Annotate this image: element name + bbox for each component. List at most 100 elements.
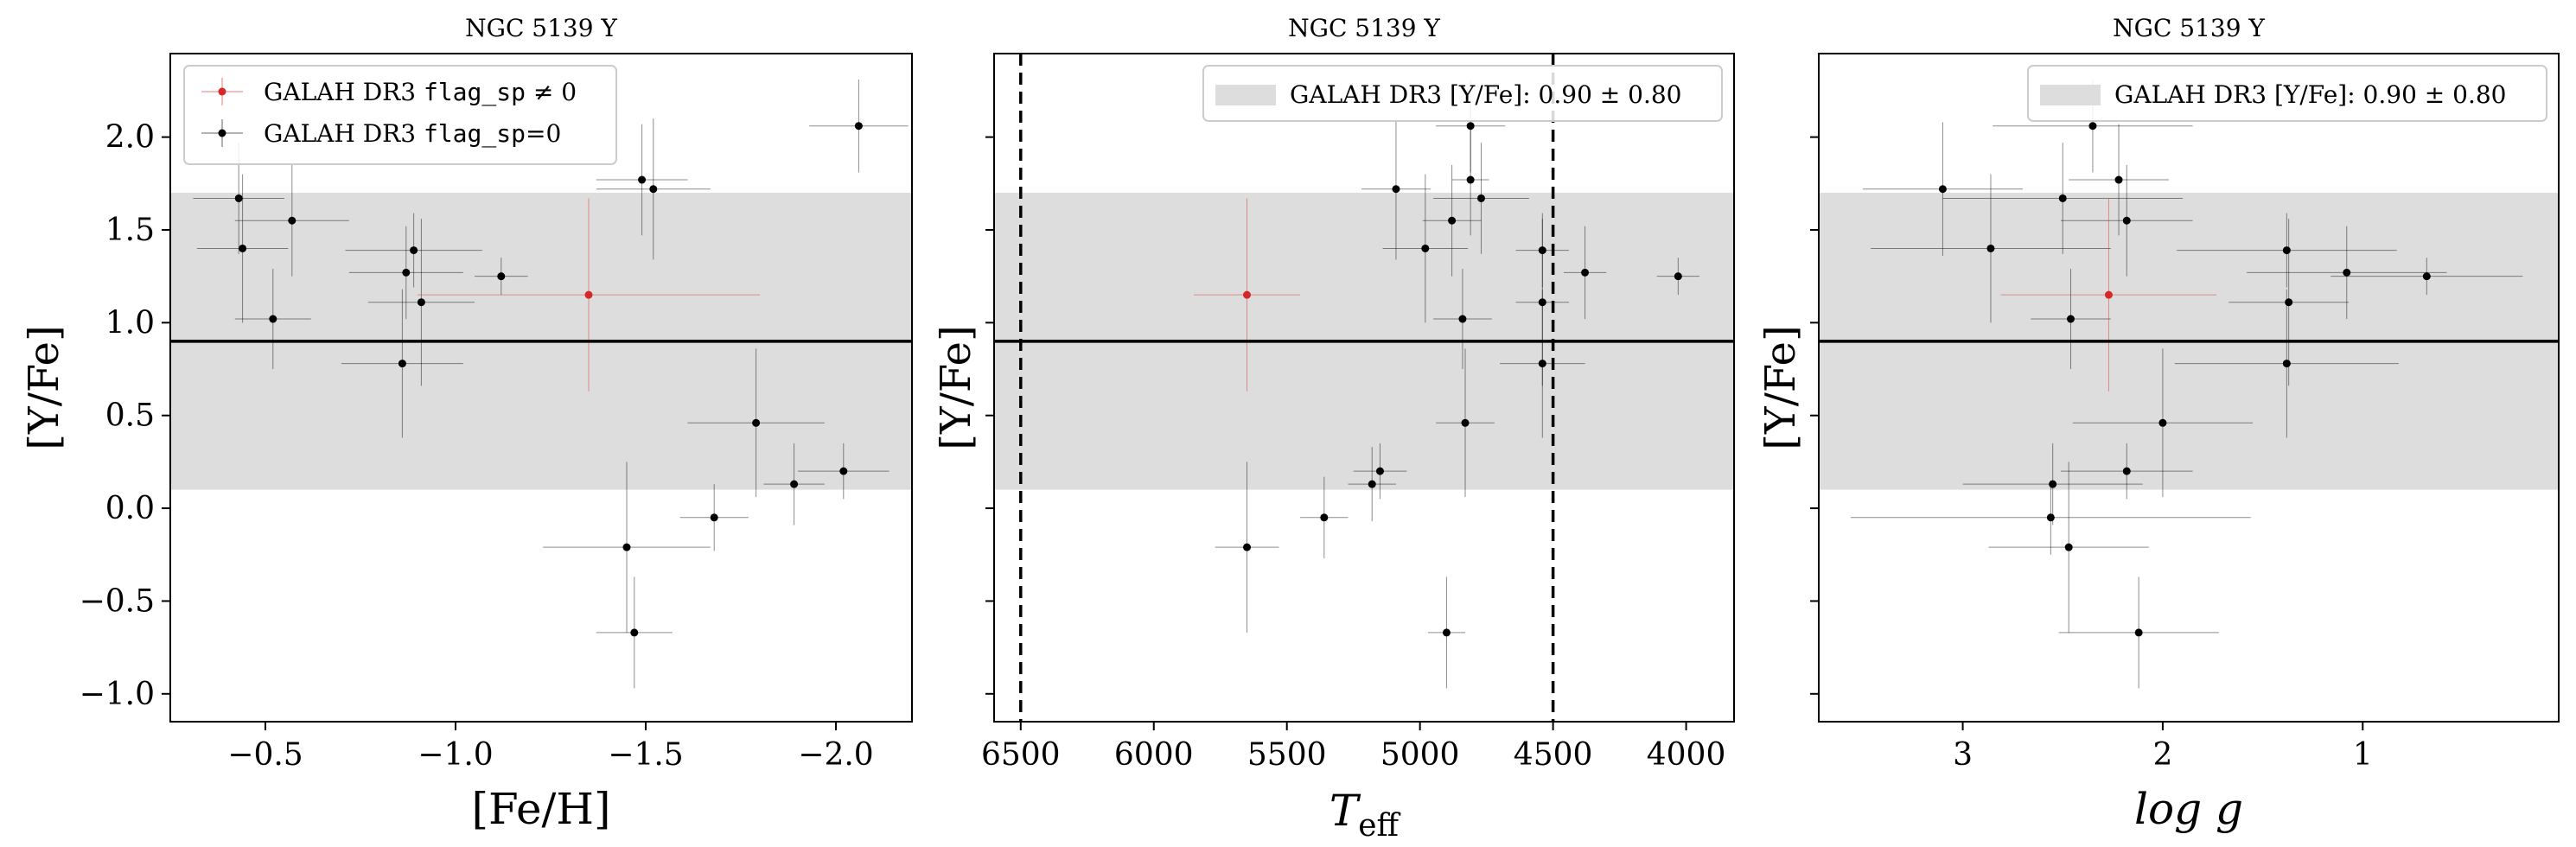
data-point: [584, 290, 593, 299]
data-point: [398, 360, 406, 368]
legend: GALAH DR3 [Y/Fe]: 0.90 ± 0.80: [2027, 65, 2547, 122]
x-axis-label: [Fe/H]: [471, 784, 610, 834]
legend-label: GALAH DR3 [Y/Fe]: 0.90 ± 0.80: [2114, 80, 2506, 109]
data-point: [710, 513, 718, 522]
data-point: [2064, 543, 2073, 551]
axes-frame: [993, 53, 1735, 723]
x-tick-label: 4000: [1647, 737, 1726, 773]
series-flagged: [2000, 198, 2217, 392]
data-point: [1392, 185, 1400, 194]
panel-3: 3 2 1 NGC 5139 Y [Y/Fe] log g GALAH DR3 [Y/Fe]…: [1757, 14, 2560, 834]
data-point: [288, 216, 296, 225]
data-point: [1458, 315, 1467, 323]
y-tick-label: 0.5: [105, 398, 155, 434]
y-tick-label: 0.0: [105, 491, 155, 526]
series-flagged: [418, 198, 760, 392]
legend-marker: [218, 87, 226, 96]
data-point: [1320, 513, 1329, 522]
x-tick-label: 6500: [981, 737, 1061, 773]
x-axis-label-symbol: T: [1329, 786, 1361, 836]
legend-band-swatch: [1215, 85, 1276, 105]
data-point: [2049, 480, 2057, 488]
panel-1: −0.5 −1.0 −1.5 −2.0 −1.0 −0.5 0.0 0.5 1.0 1.5 2.0 N…: [20, 14, 913, 834]
x-axis-label-subscript: eff: [1358, 808, 1400, 844]
data-point: [2067, 315, 2075, 323]
data-point: [839, 467, 848, 475]
data-point: [1243, 290, 1252, 299]
legend: GALAH DR3 [Y/Fe]: 0.90 ± 0.80: [1202, 65, 1723, 122]
data-point: [1538, 246, 1546, 255]
data-point: [269, 315, 277, 323]
legend-label-code: flag_sp: [424, 78, 526, 107]
legend-label-prefix: GALAH DR3: [264, 78, 424, 106]
data-point: [2285, 298, 2293, 307]
x-axis-label: log g: [2134, 784, 2243, 834]
data-point: [1581, 268, 1590, 277]
legend-label: GALAH DR3 flag_sp=0: [264, 119, 561, 149]
axes-frame: [1818, 53, 2560, 723]
panel-title: NGC 5139 Y: [465, 14, 617, 42]
data-point: [2134, 628, 2143, 637]
data-point: [410, 246, 418, 255]
legend-label: GALAH DR3 [Y/Fe]: 0.90 ± 0.80: [1290, 80, 1681, 109]
x-tick-label: 2: [2152, 737, 2172, 773]
data-point: [1448, 216, 1457, 225]
x-tick-label: 6000: [1114, 737, 1194, 773]
data-point: [2343, 268, 2351, 277]
y-tick-label: −0.5: [80, 583, 155, 619]
x-tick-label: 5500: [1247, 737, 1327, 773]
series-flagged: [1193, 198, 1301, 392]
data-point: [649, 185, 658, 194]
y-axis-label: [Y/Fe]: [932, 325, 980, 449]
data-point: [2104, 290, 2113, 299]
data-point: [854, 122, 863, 131]
legend-label-suffix: =0: [526, 119, 561, 148]
y-tick-label: −1.0: [80, 677, 155, 712]
data-point: [622, 543, 631, 551]
data-point: [1442, 628, 1451, 637]
x-tick-label: 4500: [1514, 737, 1593, 773]
legend-label-prefix: GALAH DR3: [264, 119, 424, 148]
data-point: [1375, 467, 1384, 475]
x-axis-label: Teff: [1329, 786, 1401, 844]
series-clean: [1851, 80, 2523, 689]
data-point: [1421, 244, 1430, 252]
x-tick-label: −0.5: [227, 737, 303, 773]
data-point: [1368, 480, 1376, 488]
data-point: [2282, 246, 2291, 255]
x-tick-label: −2.0: [798, 737, 873, 773]
data-point: [2088, 122, 2097, 131]
data-point: [2058, 194, 2067, 202]
legend-box: [2027, 65, 2547, 122]
y-tick-label: 1.5: [105, 213, 155, 248]
legend-marker: [218, 129, 226, 137]
legend-box: [1202, 65, 1723, 122]
axes-frame: [169, 53, 913, 723]
data-point: [630, 628, 639, 637]
data-point: [1538, 360, 1546, 368]
data-point: [1538, 298, 1546, 307]
data-point: [239, 244, 247, 252]
data-point: [2122, 467, 2131, 475]
data-point: [790, 480, 799, 488]
data-point: [1674, 272, 1682, 281]
x-tick-label: 3: [1953, 737, 1973, 773]
data-point: [1986, 244, 1995, 252]
data-point: [638, 175, 647, 184]
y-tick-label: 2.0: [105, 120, 155, 156]
x-tick-label: −1.0: [418, 737, 493, 773]
panel-2: 6500 6000 5500 5000 4500 4000 NGC 5139 Y [Y/Fe]…: [932, 14, 1735, 844]
legend-label-suffix: ≠ 0: [526, 78, 577, 106]
series-clean: [193, 80, 909, 689]
data-point: [497, 272, 506, 281]
series-clean: [1215, 80, 1699, 689]
legend-label: GALAH DR3 flag_sp ≠ 0: [264, 78, 577, 107]
data-point: [1243, 543, 1252, 551]
y-tick-label: 1.0: [105, 305, 155, 341]
data-point: [2122, 216, 2131, 225]
x-tick-label: −1.5: [608, 737, 683, 773]
x-tick-label: 1: [2353, 737, 2373, 773]
panel-title: NGC 5139 Y: [1288, 14, 1440, 42]
